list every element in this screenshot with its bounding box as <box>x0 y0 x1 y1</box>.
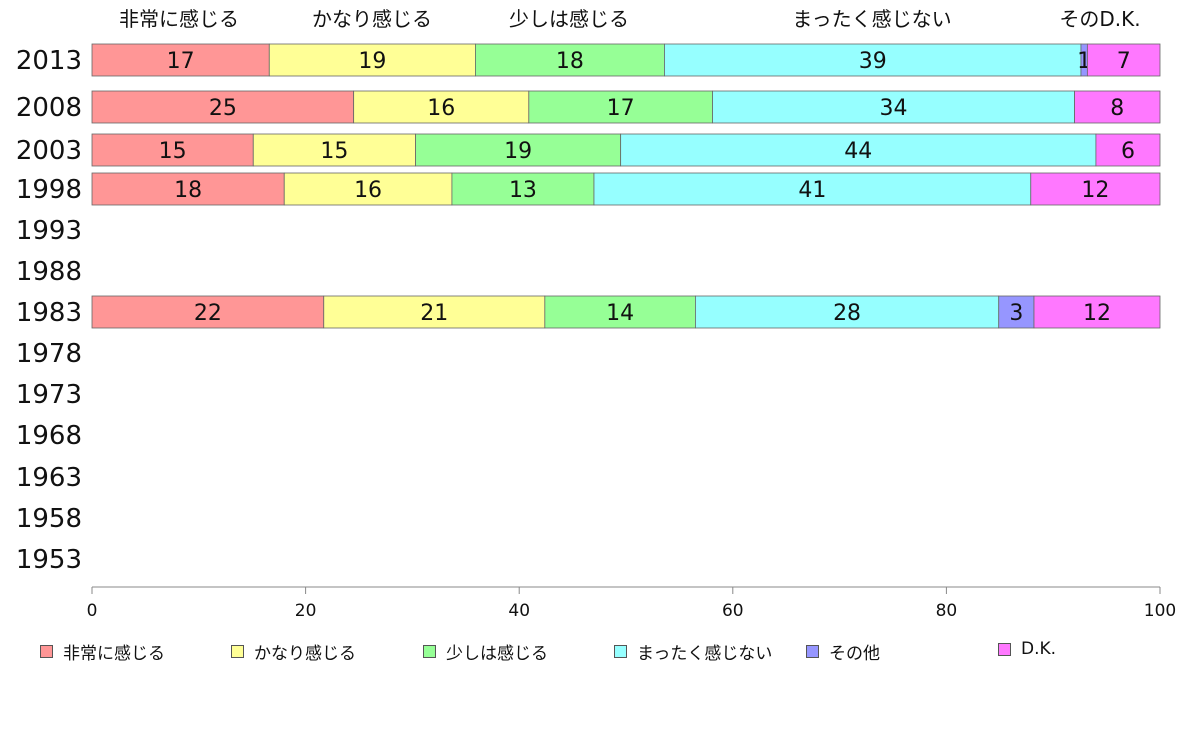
bar-segment <box>712 90 1075 124</box>
x-tick-label: 60 <box>722 601 744 621</box>
data-label: 19 <box>358 49 386 74</box>
bar-segment <box>451 172 595 206</box>
data-label: 13 <box>509 178 537 203</box>
data-label: 16 <box>354 178 382 203</box>
bar-segment <box>475 43 665 77</box>
bar-segment <box>1030 172 1161 206</box>
bar-segment <box>620 133 1097 167</box>
data-label: 8 <box>1110 96 1124 121</box>
bar-segment <box>695 295 1000 329</box>
legend-swatch <box>423 645 436 658</box>
data-label: 44 <box>844 139 872 164</box>
top-category-label: かなり感じる <box>312 7 432 31</box>
legend-item-sukoshi: 少しは感じる <box>423 639 548 664</box>
bar-segment <box>91 133 254 167</box>
bar-segment <box>593 172 1032 206</box>
data-label: 12 <box>1081 178 1109 203</box>
legend-label: D.K. <box>1021 639 1057 659</box>
top-category-label: まったく感じない <box>792 7 951 31</box>
data-label: 14 <box>606 301 634 326</box>
data-label: 12 <box>1083 301 1111 326</box>
year-label: 1978 <box>16 339 82 369</box>
legend-swatch <box>40 645 53 658</box>
legend-label: 非常に感じる <box>63 644 165 664</box>
legend-label: その他 <box>829 644 880 664</box>
x-tick-label: 0 <box>87 601 98 621</box>
year-label: 2013 <box>16 46 82 76</box>
year-label: 1963 <box>16 463 82 493</box>
data-label: 25 <box>209 96 237 121</box>
year-label: 1993 <box>16 216 82 246</box>
data-label: 3 <box>1009 301 1023 326</box>
data-label: 18 <box>174 178 202 203</box>
x-tick-label: 100 <box>1144 601 1176 621</box>
legend-swatch <box>231 645 244 658</box>
legend-item-mattaku: まったく感じない <box>614 639 772 664</box>
bar-segment <box>1033 295 1161 329</box>
data-label: 6 <box>1121 139 1135 164</box>
year-label: 1953 <box>16 545 82 575</box>
x-tick-label: 40 <box>508 601 530 621</box>
bar-segment <box>91 43 270 77</box>
bar-segment <box>91 172 285 206</box>
legend-item-sonota: その他 <box>806 639 880 664</box>
data-label: 21 <box>420 301 448 326</box>
top-category-label: そのD.K. <box>1059 7 1140 31</box>
x-tick-label: 80 <box>936 601 958 621</box>
data-label: 22 <box>194 301 222 326</box>
legend-label: 少しは感じる <box>446 644 548 664</box>
year-label: 1973 <box>16 380 82 410</box>
data-label: 15 <box>320 139 348 164</box>
bar-segment <box>268 43 476 77</box>
bar-segment <box>415 133 622 167</box>
legend-swatch <box>998 642 1011 656</box>
legend-label: まったく感じない <box>637 644 773 664</box>
bar-segment <box>91 90 355 124</box>
year-label: 2008 <box>16 93 82 123</box>
data-label: 39 <box>859 49 887 74</box>
bar-segment <box>323 295 546 329</box>
legend-swatch <box>614 645 627 658</box>
year-label: 1968 <box>16 421 82 451</box>
data-label: 7 <box>1117 49 1131 74</box>
top-category-label: 非常に感じる <box>119 7 239 31</box>
year-label: 1998 <box>16 175 82 205</box>
year-label: 1958 <box>16 504 82 534</box>
bar-segment <box>1095 133 1161 167</box>
legend-swatch <box>806 645 819 658</box>
data-label: 19 <box>504 139 532 164</box>
bar-segment <box>252 133 417 167</box>
bar-segment <box>353 90 530 124</box>
bar-segment <box>1086 43 1161 77</box>
bar-segment <box>283 172 453 206</box>
bar-segment <box>544 295 696 329</box>
legend-item-dk: D.K. <box>998 639 1056 659</box>
legend-item-kanari: かなり感じる <box>231 639 356 664</box>
bar-segment <box>664 43 1082 77</box>
data-label: 15 <box>159 139 187 164</box>
legend-item-hijou: 非常に感じる <box>40 639 165 664</box>
year-label: 1988 <box>16 257 82 287</box>
year-label: 2003 <box>16 136 82 166</box>
bar-segment <box>528 90 713 124</box>
legend-label: かなり感じる <box>254 644 356 664</box>
year-label: 1983 <box>16 298 82 328</box>
data-label: 28 <box>833 301 861 326</box>
data-label: 18 <box>556 49 584 74</box>
bar-segment <box>1074 90 1161 124</box>
data-label: 34 <box>880 96 908 121</box>
data-label: 17 <box>607 96 635 121</box>
data-label: 16 <box>427 96 455 121</box>
top-category-label: 少しは感じる <box>509 7 629 31</box>
x-tick-label: 20 <box>295 601 317 621</box>
data-label: 17 <box>167 49 195 74</box>
data-label: 41 <box>798 178 826 203</box>
